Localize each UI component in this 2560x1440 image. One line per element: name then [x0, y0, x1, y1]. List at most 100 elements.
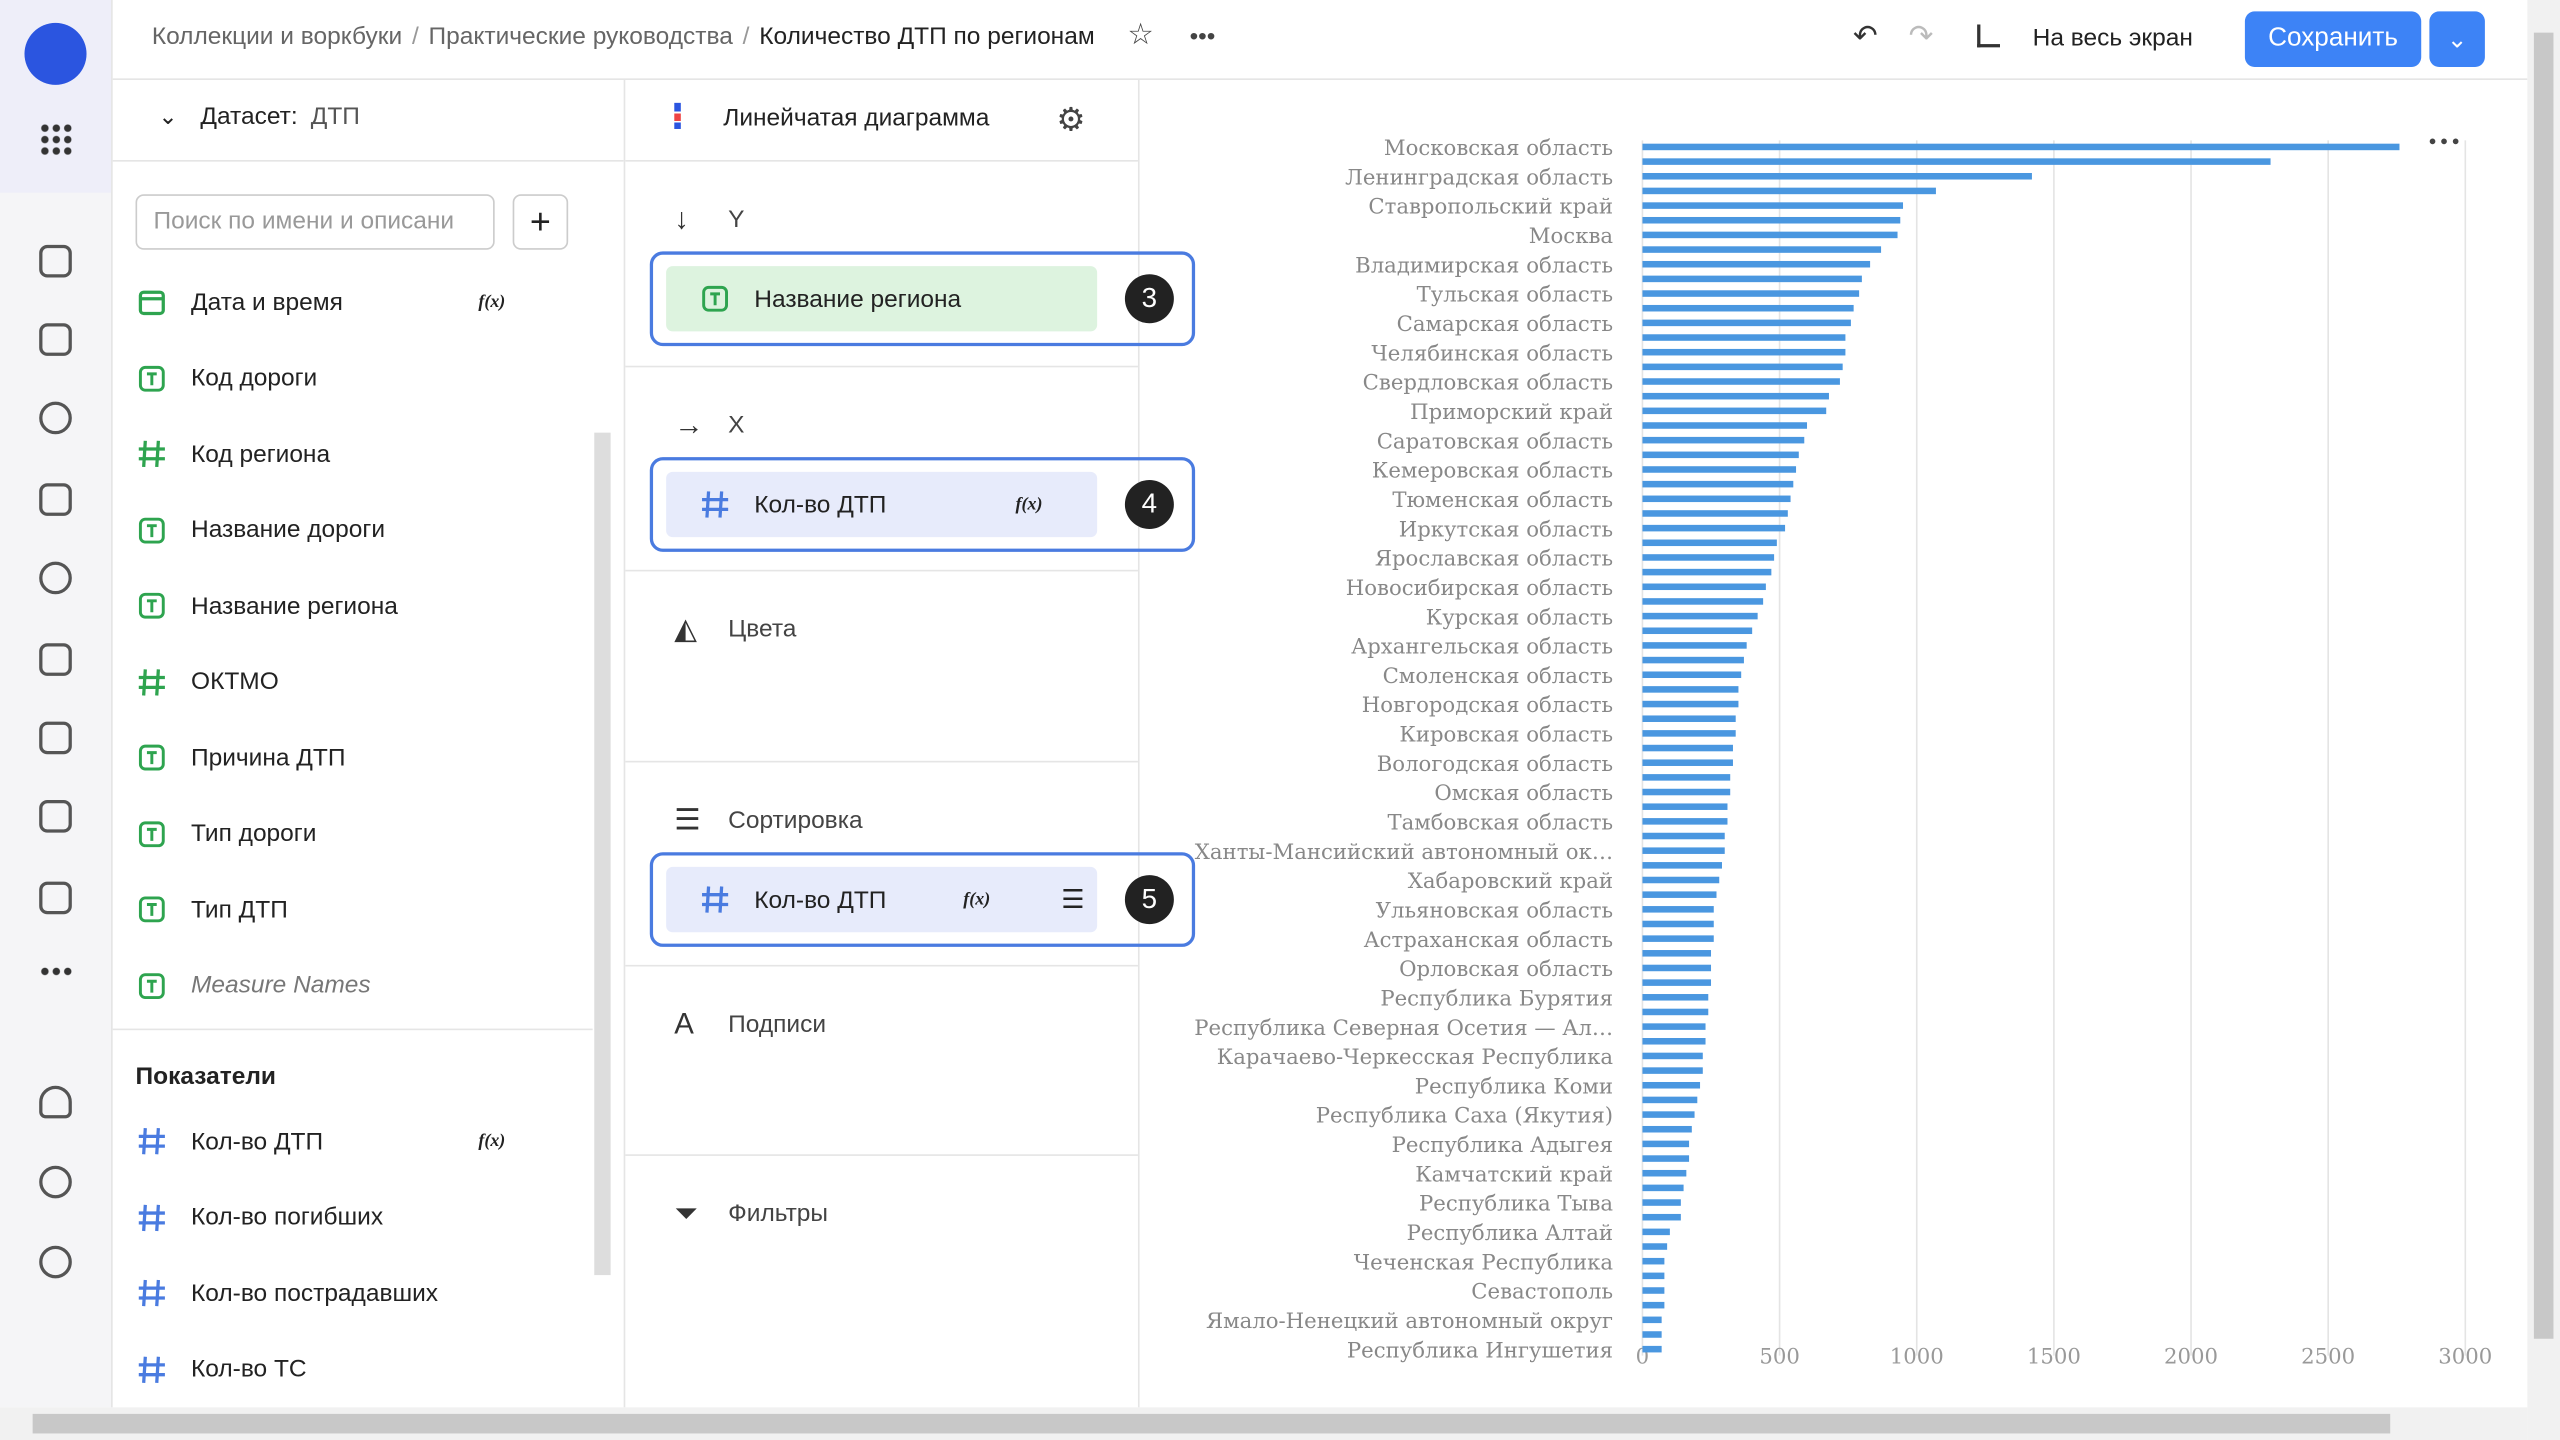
field[interactable]: Кол-во ДТП f(x)	[136, 1122, 577, 1161]
y-tick-label: Астраханская область	[1364, 928, 1613, 953]
sort-icon: ☰	[1061, 886, 1085, 915]
bar	[1642, 524, 1786, 532]
y-tick-label: Ставропольский край	[1368, 195, 1613, 220]
vertical-scrollbar[interactable]	[2527, 0, 2560, 1440]
nav-icon[interactable]	[39, 561, 72, 595]
field[interactable]: Дата и время f(x)	[136, 282, 577, 321]
hash-stroke	[142, 1355, 147, 1383]
fullscreen-button[interactable]: На весь экран	[2032, 24, 2193, 53]
text-icon	[138, 365, 165, 391]
bar	[1642, 906, 1714, 913]
favorite-icon[interactable]: ☆	[1127, 17, 1154, 51]
bar	[1642, 378, 1840, 385]
text-box	[138, 972, 165, 999]
bar	[1642, 348, 1846, 356]
more-menu[interactable]: •••	[1189, 22, 1216, 51]
settings-icon[interactable]	[39, 1245, 72, 1279]
scrollbar[interactable]	[594, 432, 611, 1276]
more-icon[interactable]	[39, 966, 72, 977]
y-tick-label: Смоленская область	[1383, 664, 1613, 689]
field[interactable]: Код дороги	[136, 358, 577, 397]
field[interactable]: Кол-во ТС	[136, 1349, 577, 1388]
scroll-thumb[interactable]	[2533, 32, 2554, 1339]
number-icon	[138, 1128, 165, 1155]
bar	[1642, 202, 1904, 209]
field-chip[interactable]: Кол-во ДТП f(x)	[666, 471, 1098, 538]
y-tick-label: Московская область	[1384, 136, 1613, 161]
hash-stroke	[142, 668, 147, 695]
field[interactable]: ОКТМО	[136, 662, 577, 701]
chart-type-icon	[674, 102, 681, 129]
divider	[112, 159, 624, 162]
field[interactable]: Тип ДТП	[136, 890, 577, 929]
bar	[1642, 436, 1805, 444]
nav-icon[interactable]	[39, 244, 72, 278]
bar	[1642, 363, 1843, 371]
nav-icon[interactable]	[39, 483, 72, 516]
section-title: X	[728, 411, 745, 440]
formula-icon: f(x)	[478, 292, 506, 312]
undo-button[interactable]: ↶	[1853, 19, 1878, 53]
text-icon	[138, 516, 165, 543]
horizontal-scrollbar[interactable]	[0, 1407, 2528, 1440]
notifications-icon[interactable]	[39, 1085, 72, 1119]
field-chip[interactable]: Название региона	[666, 266, 1098, 332]
add-field-button[interactable]: +	[512, 194, 569, 250]
bar	[1642, 1096, 1698, 1104]
bar	[1642, 1228, 1670, 1236]
field[interactable]: Код региона	[136, 434, 577, 473]
nav-icon[interactable]	[39, 799, 72, 833]
search-input[interactable]: Поиск по имени и описани	[135, 194, 495, 250]
apps-icon[interactable]	[39, 122, 72, 156]
hash-stroke	[142, 1203, 147, 1231]
field-chip[interactable]: Кол-во ДТП f(x) ☰	[666, 866, 1098, 933]
bar	[1642, 832, 1725, 840]
field[interactable]: Кол-во погибших	[136, 1198, 577, 1237]
save-menu-button[interactable]: ⌄	[2429, 11, 2485, 67]
formula-icon: f(x)	[963, 889, 991, 910]
breadcrumb[interactable]: Практические руководства	[428, 22, 733, 51]
redo-button[interactable]: ↷	[1908, 19, 1934, 53]
save-button[interactable]: Сохранить	[2244, 11, 2422, 67]
field-name: Тип дороги	[191, 819, 317, 848]
bar	[1642, 1272, 1665, 1280]
nav-icon[interactable]	[39, 643, 72, 676]
bar	[1642, 642, 1747, 649]
bar	[1642, 495, 1791, 503]
nav-icon[interactable]	[39, 721, 72, 755]
logo[interactable]	[24, 22, 87, 85]
field-name: Кол-во ДТП	[754, 490, 887, 519]
field-name: Кол-во ДТП	[191, 1127, 324, 1156]
y-tick-label: Саратовская область	[1377, 429, 1613, 454]
chart-type[interactable]: Линейчатая диаграмма	[723, 104, 990, 133]
bar	[1642, 1301, 1665, 1309]
highlight-frame	[649, 852, 1196, 947]
y-tick-label: Кировская область	[1399, 723, 1613, 748]
nav-icon[interactable]	[39, 323, 72, 356]
y-tick-label: Владимирская область	[1355, 253, 1613, 278]
dataset-selector[interactable]: ⌄ Датасет: ДТП	[158, 103, 360, 131]
field-name: Кол-во ТС	[191, 1355, 307, 1383]
breadcrumb[interactable]: Коллекции и воркбуки	[151, 22, 403, 51]
field[interactable]: Measure Names	[136, 966, 577, 1005]
field[interactable]: Кол-во пострадавших	[136, 1273, 577, 1312]
bar	[1642, 480, 1794, 488]
chart-menu[interactable]: •••	[2427, 131, 2462, 154]
field[interactable]: Причина ДТП	[136, 738, 577, 777]
bar	[1642, 1213, 1681, 1221]
y-tick-label: Республика Ингушетия	[1347, 1338, 1613, 1363]
field[interactable]: Название дороги	[136, 510, 577, 549]
bar	[1642, 304, 1854, 312]
help-icon[interactable]	[39, 1165, 72, 1199]
scroll-thumb[interactable]	[32, 1413, 2391, 1434]
nav-icon[interactable]	[39, 401, 72, 435]
field[interactable]: Тип дороги	[136, 814, 577, 853]
nav-icon[interactable]	[39, 881, 72, 915]
y-tick-label: Иркутская область	[1399, 517, 1613, 542]
field[interactable]: Название региона	[136, 586, 577, 625]
settings-button[interactable]: ⚙	[1056, 102, 1086, 139]
y-tick-label: Чеченская Республика	[1354, 1250, 1614, 1275]
field-name: Дата и время	[191, 288, 343, 316]
bar	[1642, 774, 1731, 781]
bar	[1642, 158, 2271, 165]
